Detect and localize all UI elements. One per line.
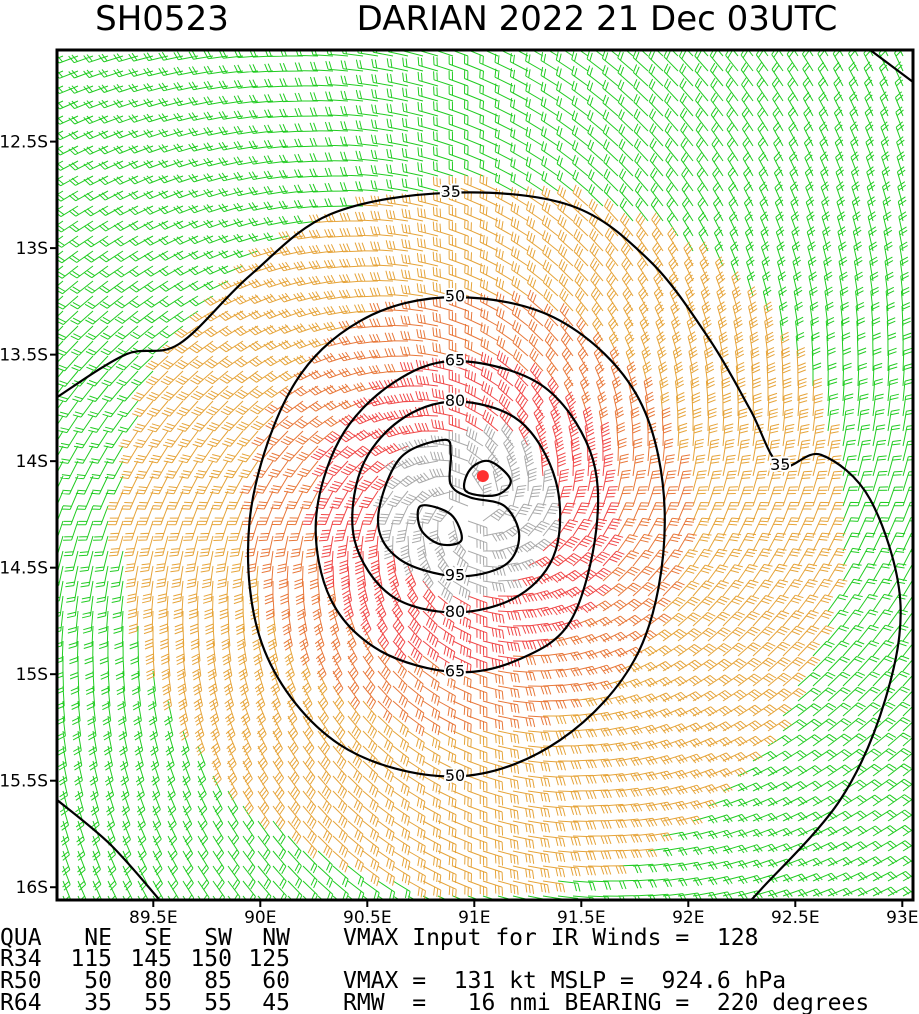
contour-line xyxy=(57,799,161,900)
contour-label: 80 xyxy=(445,602,465,621)
table-cell: 145 xyxy=(130,946,172,972)
table-cell: 85 xyxy=(204,968,232,994)
table-cell: R50 xyxy=(0,968,42,994)
contour-line xyxy=(351,400,562,614)
x-tick-label: 90.5E xyxy=(343,908,392,928)
contour-label: 80 xyxy=(445,391,465,410)
y-tick-label: 15.5S xyxy=(0,772,48,792)
contour-line xyxy=(462,459,512,497)
table-cell: 55 xyxy=(144,990,172,1014)
contour-label: 50 xyxy=(445,766,465,785)
table-cell: R64 xyxy=(0,990,42,1014)
contour-label: 50 xyxy=(445,287,465,306)
y-tick-label: 13S xyxy=(16,239,48,259)
table-header: SE xyxy=(144,925,172,951)
table-cell: 50 xyxy=(84,968,112,994)
table-cell: 80 xyxy=(144,968,172,994)
note: VMAX = 131 kt MSLP = 924.6 hPa xyxy=(343,968,786,994)
contour-label: 95 xyxy=(445,566,465,585)
y-tick-label: 14S xyxy=(16,452,48,472)
contour-line xyxy=(246,295,666,778)
table-cell: 125 xyxy=(248,946,290,972)
table-header: SW xyxy=(204,925,232,951)
contour-line xyxy=(314,359,600,674)
contour-label: 35 xyxy=(441,182,461,201)
contour-line xyxy=(416,504,463,547)
wind-barb xyxy=(106,173,848,900)
table-cell: R34 xyxy=(0,946,42,972)
contours: 35 35 50 50 65 65 80 80 95 xyxy=(57,50,913,900)
table-cell: 150 xyxy=(190,946,232,972)
axes: 89.5E 90E 90.5E 91E 91.5E 92E 92.5E 93E 12.5S 13S… xyxy=(0,133,918,928)
note: VMAX Input for IR Winds = 128 xyxy=(343,925,758,951)
storm-center xyxy=(476,470,489,483)
x-tick-label: 92E xyxy=(672,908,704,928)
x-tick-label: 89.5E xyxy=(129,908,178,928)
contour-label: 65 xyxy=(445,662,465,681)
note: RMW = 16 nmi BEARING = 220 degrees xyxy=(343,990,869,1014)
x-tick-label: 91E xyxy=(458,908,490,928)
y-tick-label: 13.5S xyxy=(0,346,48,366)
map-frame xyxy=(55,48,915,902)
table-cell: 115 xyxy=(70,946,112,972)
table-cell: 60 xyxy=(262,968,290,994)
table-header: NE xyxy=(84,925,112,951)
x-tick-label: 91.5E xyxy=(557,908,606,928)
contour-label: 35 xyxy=(770,455,790,474)
x-tick-label: 93E xyxy=(886,908,918,928)
contour-line xyxy=(57,191,902,900)
contour-label: 65 xyxy=(445,351,465,370)
table-header: QUA xyxy=(0,925,42,951)
y-tick-label: 14.5S xyxy=(0,559,48,579)
table-cell: 55 xyxy=(204,990,232,1014)
table-header: NW xyxy=(262,925,290,951)
info-block: QUA NE SE SW NW R34 115 145 150 125 R50 50 80 85 60 R64… xyxy=(0,925,869,1014)
table-cell: 35 xyxy=(84,990,112,1014)
storm-title: DARIAN 2022 21 Dec 03UTC xyxy=(357,0,838,39)
x-tick-label: 92.5E xyxy=(771,908,820,928)
x-tick-label: 90E xyxy=(244,908,276,928)
storm-id: SH0523 xyxy=(95,0,229,39)
wind-barb xyxy=(57,50,913,900)
table-cell: 45 xyxy=(262,990,290,1014)
y-tick-label: 16S xyxy=(16,878,48,898)
y-tick-label: 15S xyxy=(16,665,48,685)
contour-line xyxy=(376,438,521,578)
y-tick-label: 12.5S xyxy=(0,133,48,153)
contour-line xyxy=(869,50,913,83)
